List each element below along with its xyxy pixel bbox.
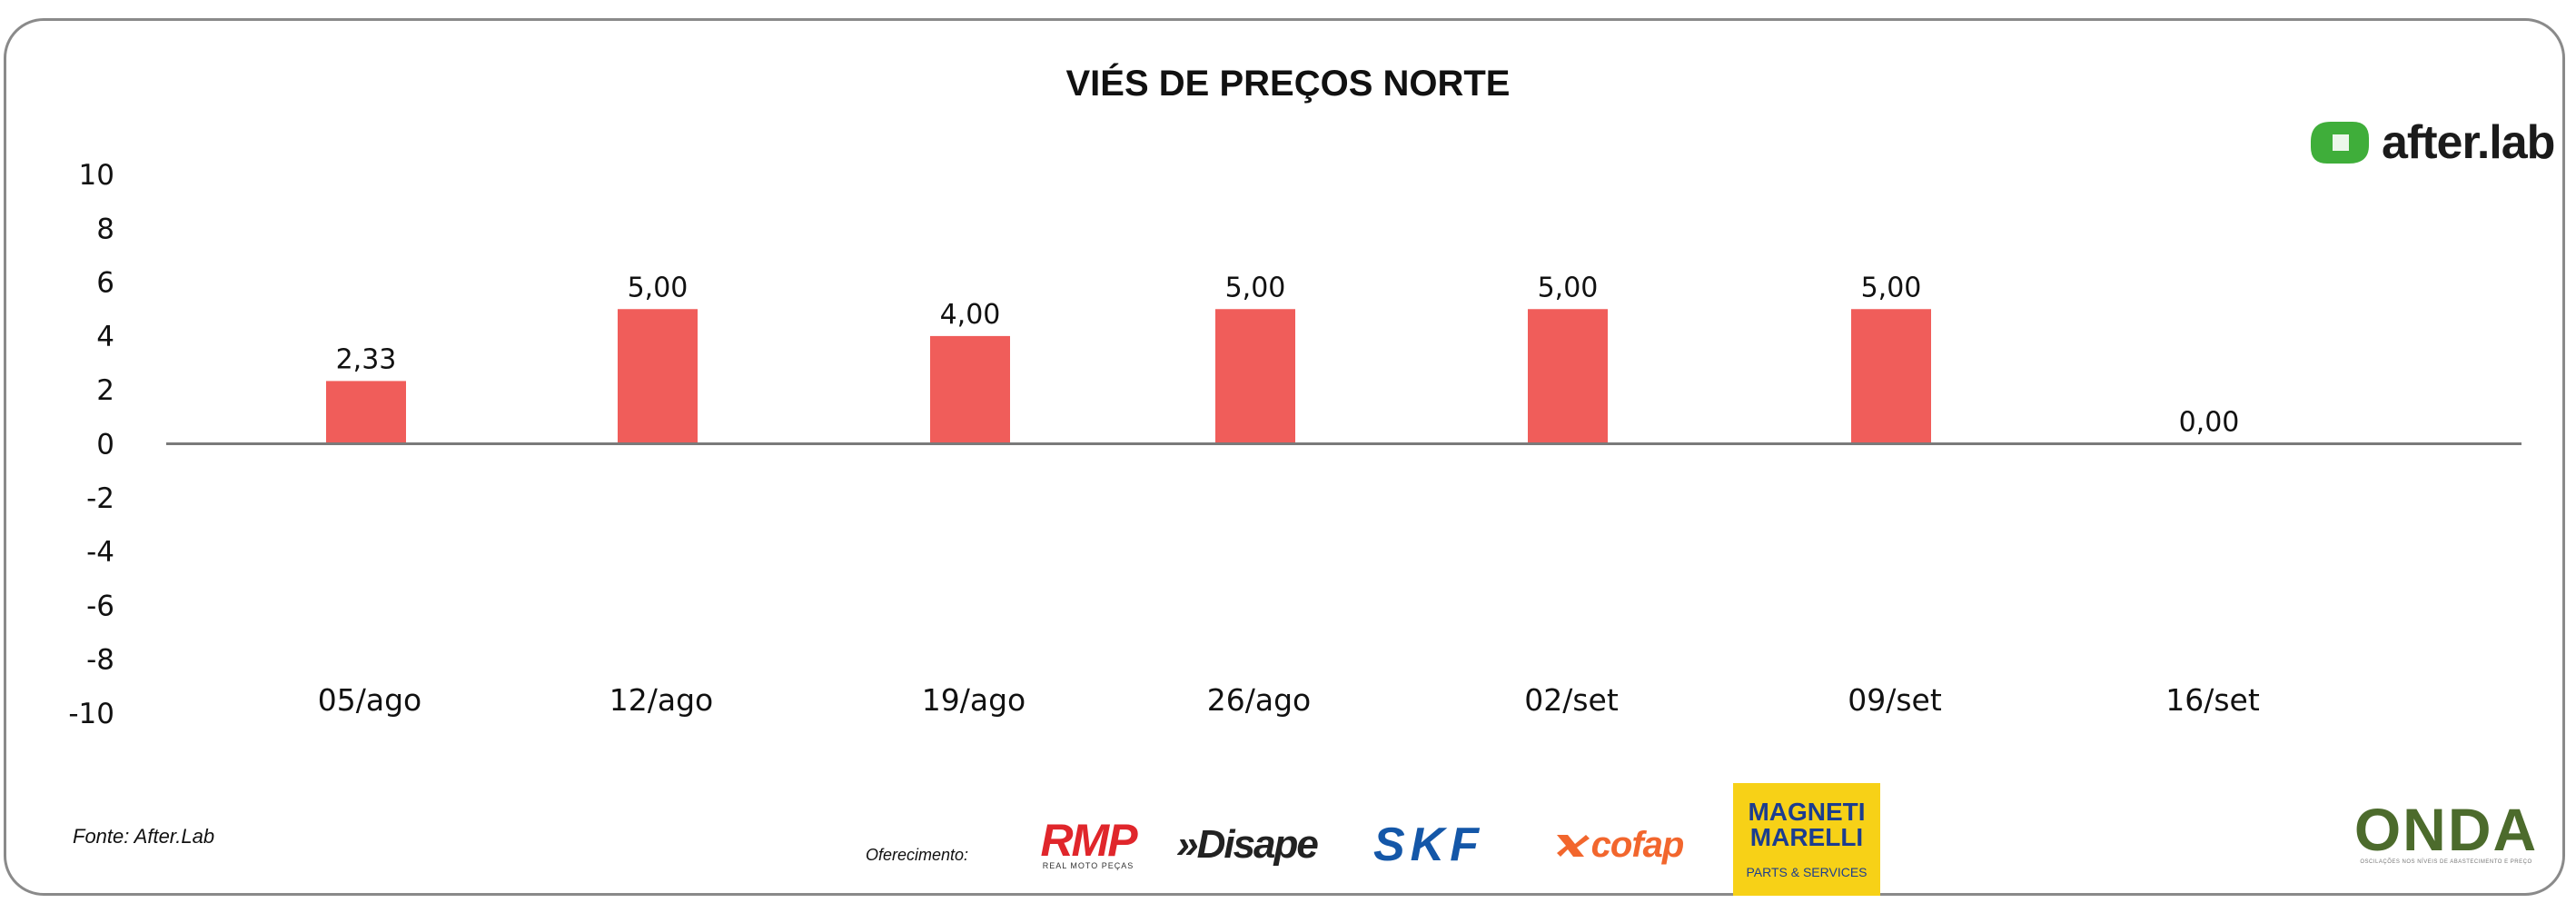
y-tick-label: 8 bbox=[96, 213, 114, 245]
rmp-logo: RMP REAL MOTO PEÇAS bbox=[1025, 818, 1152, 872]
chart-title: VIÉS DE PREÇOS NORTE bbox=[1065, 64, 1511, 104]
skf-logo: SKF bbox=[1342, 819, 1515, 871]
bar bbox=[618, 309, 698, 444]
data-label: 5,00 bbox=[1225, 272, 1286, 303]
y-tick-label: 6 bbox=[96, 267, 114, 300]
y-tick-label: -6 bbox=[86, 590, 114, 622]
magneti-wordmark: MAGNETI MARELLI bbox=[1748, 798, 1866, 851]
magneti-marelli-logo: MAGNETI MARELLI PARTS & SERVICES bbox=[1733, 783, 1880, 896]
y-tick-label: 4 bbox=[96, 321, 114, 353]
disape-logo: »Disape bbox=[1167, 818, 1326, 872]
cofap-wordmark: cofap bbox=[1590, 824, 1685, 865]
source-note: Fonte: After.Lab bbox=[73, 825, 215, 848]
data-label: 0,00 bbox=[2179, 407, 2240, 439]
bar bbox=[326, 381, 406, 444]
x-tick-label: 05/ago bbox=[318, 682, 421, 718]
y-tick-label: 10 bbox=[79, 159, 114, 192]
sponsor-caption: Oferecimento: bbox=[866, 846, 969, 864]
y-tick-label: -8 bbox=[86, 644, 114, 677]
afterlab-wordmark: after.lab bbox=[2382, 116, 2555, 169]
data-label: 2,33 bbox=[336, 343, 397, 375]
y-tick-label: 0 bbox=[96, 429, 114, 461]
y-tick-label: -2 bbox=[86, 482, 114, 515]
magneti-subtitle: PARTS & SERVICES bbox=[1746, 865, 1868, 879]
afterlab-logo: after.lab bbox=[2307, 111, 2555, 174]
x-tick-label: 12/ago bbox=[609, 682, 713, 718]
skf-wordmark: SKF bbox=[1373, 819, 1484, 871]
data-label: 4,00 bbox=[940, 299, 1001, 331]
bar bbox=[1215, 309, 1295, 444]
y-tick-label: -4 bbox=[86, 536, 114, 569]
afterlab-leaf-icon bbox=[2307, 114, 2373, 171]
cofap-mark-icon bbox=[1556, 835, 1590, 857]
disape-wordmark: »Disape bbox=[1176, 822, 1319, 867]
bar bbox=[1528, 309, 1608, 444]
bar bbox=[930, 335, 1010, 444]
x-tick-label: 09/set bbox=[1848, 682, 1942, 718]
rmp-wordmark: RMP bbox=[1040, 815, 1137, 866]
x-tick-label: 26/ago bbox=[1207, 682, 1311, 718]
y-tick-label: 2 bbox=[96, 374, 114, 407]
x-tick-label: 02/set bbox=[1524, 682, 1619, 718]
data-label: 5,00 bbox=[628, 272, 689, 303]
x-tick-label: 19/ago bbox=[922, 682, 1025, 718]
chart-frame bbox=[4, 18, 2565, 896]
cofap-logo: cofap bbox=[1535, 821, 1703, 868]
onda-logo: ONDA OSCILAÇÕES NOS NÍVEIS DE ABASTECIME… bbox=[2351, 799, 2541, 881]
onda-wordmark: ONDA bbox=[2353, 796, 2539, 863]
x-tick-label: 16/set bbox=[2165, 682, 2260, 718]
onda-tagline: OSCILAÇÕES NOS NÍVEIS DE ABASTECIMENTO E… bbox=[2360, 859, 2532, 865]
data-label: 5,00 bbox=[1538, 272, 1599, 303]
y-tick-label: -10 bbox=[68, 698, 114, 730]
rmp-tagline: REAL MOTO PEÇAS bbox=[1042, 861, 1134, 870]
bar bbox=[1851, 309, 1931, 444]
data-label: 5,00 bbox=[1861, 272, 1922, 303]
